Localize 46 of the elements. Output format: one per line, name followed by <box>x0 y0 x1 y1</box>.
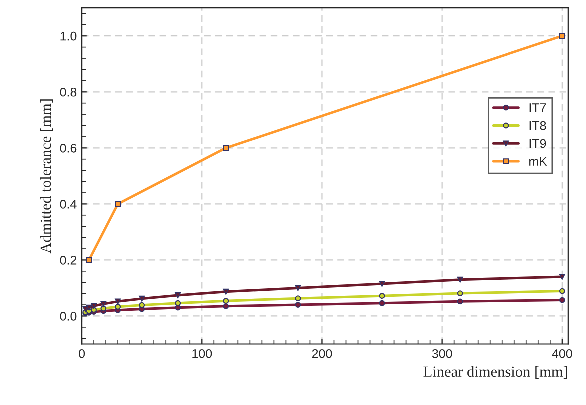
point <box>223 298 230 304</box>
x-tick-label: 100 <box>192 349 212 358</box>
y-tick-label: 1.0 <box>60 32 77 41</box>
y-tick-label: 0.6 <box>60 144 77 153</box>
point <box>457 276 464 283</box>
x-tick-label: 0 <box>79 349 86 358</box>
point <box>175 300 182 306</box>
point <box>559 297 566 304</box>
point <box>115 298 122 305</box>
legend-label: IT8 <box>530 121 546 130</box>
point <box>115 304 122 310</box>
point <box>100 301 107 308</box>
y-tick-label: 0.2 <box>60 256 77 265</box>
x-tick-label: 200 <box>312 349 332 358</box>
point <box>223 145 230 152</box>
point <box>115 201 122 208</box>
legend-label: IT7 <box>530 104 546 112</box>
point <box>223 288 230 295</box>
point <box>295 285 302 292</box>
legend-label: mK <box>530 157 548 166</box>
point <box>379 300 386 306</box>
y-tick-label: 0.4 <box>60 200 77 209</box>
y-tick-label: 0.0 <box>60 312 77 321</box>
point <box>86 304 92 311</box>
point <box>457 290 464 296</box>
point <box>223 303 230 310</box>
point <box>379 281 386 287</box>
point <box>559 288 566 294</box>
point <box>100 306 107 312</box>
point <box>91 303 97 310</box>
x-tick-label: 400 <box>552 349 572 358</box>
point <box>295 296 302 302</box>
point <box>139 296 146 302</box>
point <box>139 302 146 308</box>
point <box>86 257 92 264</box>
legend-label: IT9 <box>530 139 546 148</box>
y-axis-title: Admitted tolerance [mm] <box>40 100 54 254</box>
point <box>175 292 182 298</box>
point <box>457 298 464 305</box>
x-axis-title: Linear dimension [mm] <box>424 366 568 379</box>
point <box>295 302 302 308</box>
point <box>559 274 566 280</box>
x-tick-label: 300 <box>432 349 452 358</box>
point <box>379 293 386 300</box>
point <box>559 33 566 40</box>
y-tick-label: 0.8 <box>60 88 77 97</box>
